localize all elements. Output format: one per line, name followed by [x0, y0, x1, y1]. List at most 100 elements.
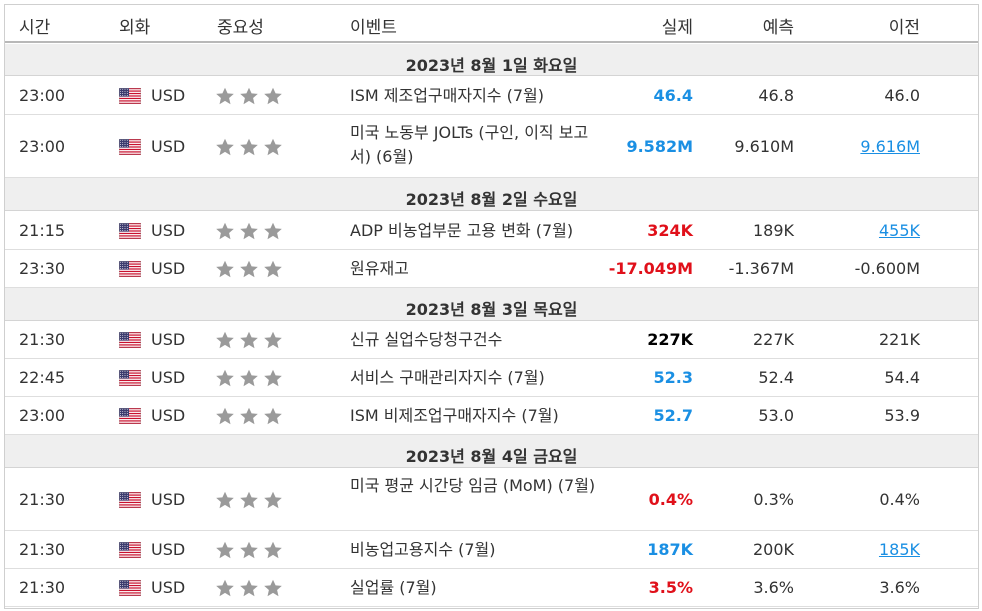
star-icon [215, 222, 235, 240]
us-flag-icon [118, 138, 142, 155]
forecast-value: 0.3% [753, 489, 794, 509]
event-row[interactable]: 23:00 USD 미국 노동부 JOLTs (구인, 이직 보고서) (6월) 9.… [5, 115, 978, 178]
col-importance[interactable]: 중요성 [217, 18, 264, 38]
event-name[interactable]: 원유재고 [350, 259, 409, 278]
col-actual[interactable]: 실제 [661, 18, 693, 38]
star-icon [263, 138, 283, 156]
event-row[interactable]: 23:00 USD ISM 제조업구매자지수 (7월) 46.4 46.8 46.0 [5, 76, 978, 115]
us-flag-icon [118, 260, 142, 278]
event-time: 23:00 [19, 85, 66, 105]
previous-value: 0.4% [879, 489, 920, 509]
star-icon [263, 369, 283, 387]
importance-stars [215, 541, 291, 559]
star-icon [215, 260, 235, 278]
star-icon [263, 407, 283, 425]
importance-stars [215, 222, 291, 240]
date-label: 2023년 8월 1일 화요일 [405, 56, 578, 75]
star-icon [215, 491, 235, 509]
event-name[interactable]: 미국 평균 시간당 임금 (MoM) (7월) [350, 476, 596, 495]
previous-value[interactable]: 9.616M [860, 136, 920, 156]
event-time: 21:15 [19, 220, 66, 240]
star-icon [215, 87, 235, 105]
event-time: 23:00 [19, 136, 66, 156]
us-flag-icon [118, 407, 142, 425]
event-name[interactable]: 비농업고용지수 (7월) [350, 540, 496, 559]
importance-stars [215, 138, 291, 156]
economic-calendar: 시간 외화 중요성 이벤트 실제 예측 이전 2023년 8월 1일 화요일 23… [4, 4, 979, 609]
date-row: 2023년 8월 2일 수요일 [5, 178, 978, 211]
actual-value: 52.7 [653, 406, 693, 425]
currency-code: USD [151, 368, 186, 387]
previous-value: -0.600M [854, 259, 920, 278]
event-row[interactable]: 21:15 USD ADP 비농업부문 고용 변화 (7월) 324K 189K 455K [5, 211, 978, 250]
col-time[interactable]: 시간 [19, 18, 51, 38]
event-name[interactable]: ISM 제조업구매자지수 (7월) [350, 85, 544, 105]
event-row[interactable]: 21:30 USD 실업률 (7월) 3.5% 3.6% 3.6% [5, 569, 978, 607]
currency-code: USD [151, 259, 186, 278]
event-name[interactable]: ISM 비제조업구매자지수 (7월) [350, 406, 559, 425]
event-name[interactable]: 신규 실업수당청구건수 [350, 330, 503, 349]
star-icon [239, 87, 259, 105]
forecast-value: 227K [752, 330, 794, 349]
forecast-value: -1.367M [728, 259, 794, 278]
actual-value: 187K [647, 540, 693, 559]
star-icon [239, 331, 259, 349]
star-icon [239, 579, 259, 597]
event-time: 21:30 [19, 540, 66, 559]
actual-value: 227K [647, 330, 693, 349]
event-row[interactable]: 23:00 USD ISM 비제조업구매자지수 (7월) 52.7 53.0 53.9 [5, 397, 978, 435]
star-icon [263, 491, 283, 509]
event-row[interactable]: 21:30 USD 신규 실업수당청구건수 227K 227K 221K [5, 321, 978, 359]
star-icon [215, 541, 235, 559]
previous-value[interactable]: 455K [878, 220, 920, 240]
us-flag-icon [118, 331, 142, 349]
star-icon [239, 138, 259, 156]
col-currency[interactable]: 외화 [119, 18, 151, 38]
actual-value: -17.049M [608, 259, 693, 278]
col-previous[interactable]: 이전 [888, 18, 920, 38]
forecast-value: 3.6% [753, 578, 794, 597]
event-name[interactable]: 미국 노동부 JOLTs (구인, 이직 보고서) (6월) [350, 123, 589, 166]
date-row: 2023년 8월 4일 금요일 [5, 435, 978, 468]
currency-code: USD [151, 136, 186, 156]
us-flag-icon [118, 222, 142, 239]
event-row[interactable]: 23:30 USD 원유재고 -17.049M -1.367M -0.600M [5, 250, 978, 288]
actual-value: 3.5% [648, 578, 693, 597]
event-name[interactable]: 서비스 구매관리자지수 (7월) [350, 368, 545, 387]
event-time: 21:30 [19, 330, 66, 349]
event-time: 21:30 [19, 578, 66, 597]
importance-stars [215, 331, 291, 349]
event-name[interactable]: 실업률 (7월) [350, 578, 437, 597]
previous-value: 53.9 [884, 406, 920, 425]
importance-stars [215, 87, 291, 105]
previous-value: 54.4 [884, 368, 920, 387]
previous-value[interactable]: 185K [878, 540, 920, 559]
actual-value: 46.4 [653, 85, 693, 105]
forecast-value: 200K [752, 540, 794, 559]
table-header: 시간 외화 중요성 이벤트 실제 예측 이전 [5, 5, 978, 43]
col-forecast[interactable]: 예측 [762, 18, 794, 38]
currency-code: USD [151, 489, 186, 509]
currency-code: USD [151, 406, 186, 425]
event-row[interactable]: 21:30 USD 미국 평균 시간당 임금 (MoM) (7월) 0.4% 0.3% 0… [5, 468, 978, 531]
star-icon [239, 407, 259, 425]
star-icon [263, 579, 283, 597]
us-flag-icon [118, 579, 142, 597]
date-label: 2023년 8월 2일 수요일 [405, 190, 578, 209]
event-row[interactable]: 21:30 USD 비농업고용지수 (7월) 187K 200K 185K [5, 531, 978, 569]
star-icon [263, 331, 283, 349]
star-icon [263, 87, 283, 105]
forecast-value: 9.610M [734, 136, 794, 156]
star-icon [263, 260, 283, 278]
importance-stars [215, 369, 291, 387]
star-icon [263, 222, 283, 240]
event-name[interactable]: ADP 비농업부문 고용 변화 (7월) [350, 220, 574, 240]
event-row[interactable]: 22:45 USD 서비스 구매관리자지수 (7월) 52.3 52.4 54.4 [5, 359, 978, 397]
col-event[interactable]: 이벤트 [350, 18, 397, 38]
us-flag-icon [118, 541, 142, 559]
us-flag-icon [118, 491, 142, 508]
forecast-value: 52.4 [758, 368, 794, 387]
star-icon [215, 579, 235, 597]
star-icon [263, 541, 283, 559]
us-flag-icon [118, 87, 142, 104]
